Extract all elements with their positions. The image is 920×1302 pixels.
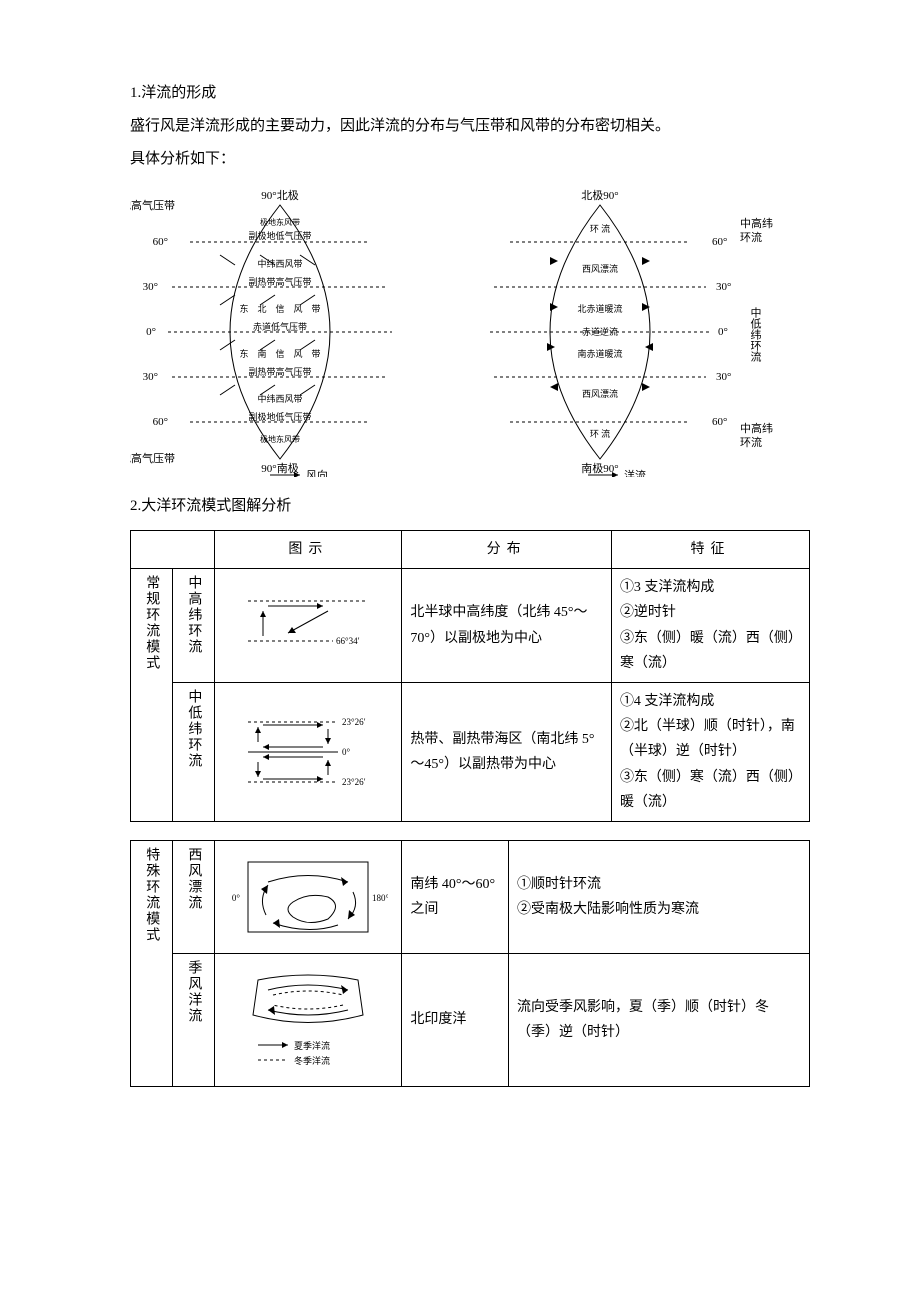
svg-text:23°26′: 23°26′ [342,777,366,787]
svg-text:23°26′: 23°26′ [342,717,366,727]
svg-text:30°: 30° [143,281,158,293]
svg-text:副极地低气压带: 副极地低气压带 [248,230,311,241]
svg-text:极地东风带: 极地东风带 [260,217,300,227]
side-label-bot: 中高纬 [740,421,773,435]
dist-cell: 北印度洋 [402,953,509,1086]
dist-cell: 南纬 40°～60°之间 [402,840,509,953]
svg-text:60°: 60° [153,416,168,428]
mini-diagram-monsoon: 夏季洋流 冬季洋流 [228,960,388,1080]
svg-text:副极地低气压带: 副极地低气压带 [248,411,311,422]
sub-label: 季风洋流 [173,953,215,1086]
top-belt: 极地高气压带 [130,198,175,212]
section2-heading: 2.大洋环流模式图解分析 [130,493,810,520]
feat-cell: ①4 支洋流构成 ②北（半球）顺（时针），南（半球）逆（时针） ③东（侧）寒（流… [611,682,809,821]
table-row: 中低纬环流 23°26′ 0° 23°26′ 热带、副热带海区（南北纬 5°～4… [131,682,810,821]
bottom-lat-label: 90°南极 [261,461,298,475]
svg-text:赤道低气压带: 赤道低气压带 [253,321,307,332]
svg-text:环流: 环流 [740,435,762,449]
svg-text:30°: 30° [143,371,158,383]
svg-text:西风漂流: 西风漂流 [582,263,618,274]
svg-text:0°: 0° [146,326,156,338]
svg-text:东 北 信 风 带: 东 北 信 风 带 [239,303,320,314]
svg-text:环 流: 环 流 [590,428,610,439]
sub-label: 西风漂流 [173,840,215,953]
wind-legend: 风向 [306,468,328,477]
svg-text:副热带高气压带: 副热带高气压带 [248,276,311,287]
section1-heading: 1.洋流的形成 [130,80,810,107]
table-row: 特殊环流模式 西风漂流 0° 180° 南纬 40°～60°之间 ①顺时针环流 … [131,840,810,953]
mini-diagram-westwind: 0° 180° [228,847,388,947]
group-label: 常规环流模式 [131,569,173,822]
dist-cell: 北半球中高纬度（北纬 45°～70°）以副极地为中心 [402,569,612,683]
side-label-top: 中高纬 [740,216,773,230]
mini-diagram-lowlat: 23°26′ 0° 23°26′ [228,697,388,807]
svg-text:0°: 0° [232,893,241,903]
gyre-pattern-table-2: 特殊环流模式 西风漂流 0° 180° 南纬 40°～60°之间 ①顺时针环流 … [130,840,810,1087]
feat-cell: ①顺时针环流 ②受南极大陆影响性质为寒流 [508,840,809,953]
svg-text:副热带高气压带: 副热带高气压带 [248,366,311,377]
gyre-arrows [547,257,653,391]
sub-label: 中低纬环流 [173,682,215,821]
svg-text:66°34′: 66°34′ [336,636,360,646]
svg-text:中纬西风带: 中纬西风带 [257,393,302,404]
svg-text:东 南 信 风 带: 东 南 信 风 带 [239,348,320,359]
sub-label: 中高纬环流 [173,569,215,683]
dist-cell: 热带、副热带海区（南北纬 5°～45°）以副热带为中心 [402,682,612,821]
side-label-mid: 中低纬环流 [749,307,762,362]
svg-text:60°: 60° [712,416,727,428]
svg-text:北赤道暖流: 北赤道暖流 [577,303,622,314]
pressure-belts-figure: 90°北极 极地高气压带 90°南极 极地高气压带 60° 30° 0° 30°… [130,187,430,477]
col-dist: 分布 [402,531,612,569]
table-row: 常规环流模式 中高纬环流 66°34′ 北半球中高纬度（北纬 45°～70°）以… [131,569,810,683]
svg-text:极地东风带: 极地东风带 [260,434,300,444]
section1-p2: 具体分析如下： [130,146,810,173]
col-feat: 特征 [611,531,809,569]
section1-p1: 盛行风是洋流形成的主要动力，因此洋流的分布与气压带和风带的分布密切相关。 [130,113,810,140]
svg-text:0°: 0° [718,326,728,338]
bottom-belt: 极地高气压带 [130,451,175,465]
svg-text:30°: 30° [716,281,731,293]
svg-text:南赤道暖流: 南赤道暖流 [577,348,622,359]
svg-text:60°: 60° [153,236,168,248]
col-diagram: 图示 [215,531,402,569]
svg-text:60°: 60° [712,236,727,248]
svg-text:环 流: 环 流 [590,223,610,234]
svg-text:赤道逆流: 赤道逆流 [582,326,618,337]
svg-text:中纬西风带: 中纬西风带 [257,258,302,269]
svg-text:西风漂流: 西风漂流 [582,388,618,399]
ocean-gyre-figure: 北极90° 南极90° 60° 30° 0° 30° 60° 环 流 西风漂流 … [460,187,780,477]
svg-text:洋流: 洋流 [624,468,646,477]
svg-text:冬季洋流: 冬季洋流 [294,1055,330,1066]
group-label: 特殊环流模式 [131,840,173,1086]
gyre-pattern-table-1: 图示 分布 特征 常规环流模式 中高纬环流 66°34′ 北半球中高纬度（北纬 … [130,530,810,822]
feat-cell: ①3 支洋流构成 ②逆时针 ③东（侧）暖（流）西（侧）寒（流） [611,569,809,683]
svg-text:夏季洋流: 夏季洋流 [294,1040,330,1051]
mini-diagram-highlat: 66°34′ [228,581,388,671]
svg-text:北极90°: 北极90° [581,188,618,202]
table-row: 季风洋流 夏季洋流 冬季洋流 北印度洋 流向受季风影响，夏（季）顺（时针）冬（季… [131,953,810,1086]
svg-text:环流: 环流 [740,230,762,244]
top-lat-label: 90°北极 [261,188,298,202]
svg-text:30°: 30° [716,371,731,383]
figure-row: 90°北极 极地高气压带 90°南极 极地高气压带 60° 30° 0° 30°… [130,187,810,477]
feat-cell: 流向受季风影响，夏（季）顺（时针）冬（季）逆（时针） [508,953,809,1086]
svg-text:180°: 180° [372,893,388,903]
svg-text:0°: 0° [342,747,351,757]
